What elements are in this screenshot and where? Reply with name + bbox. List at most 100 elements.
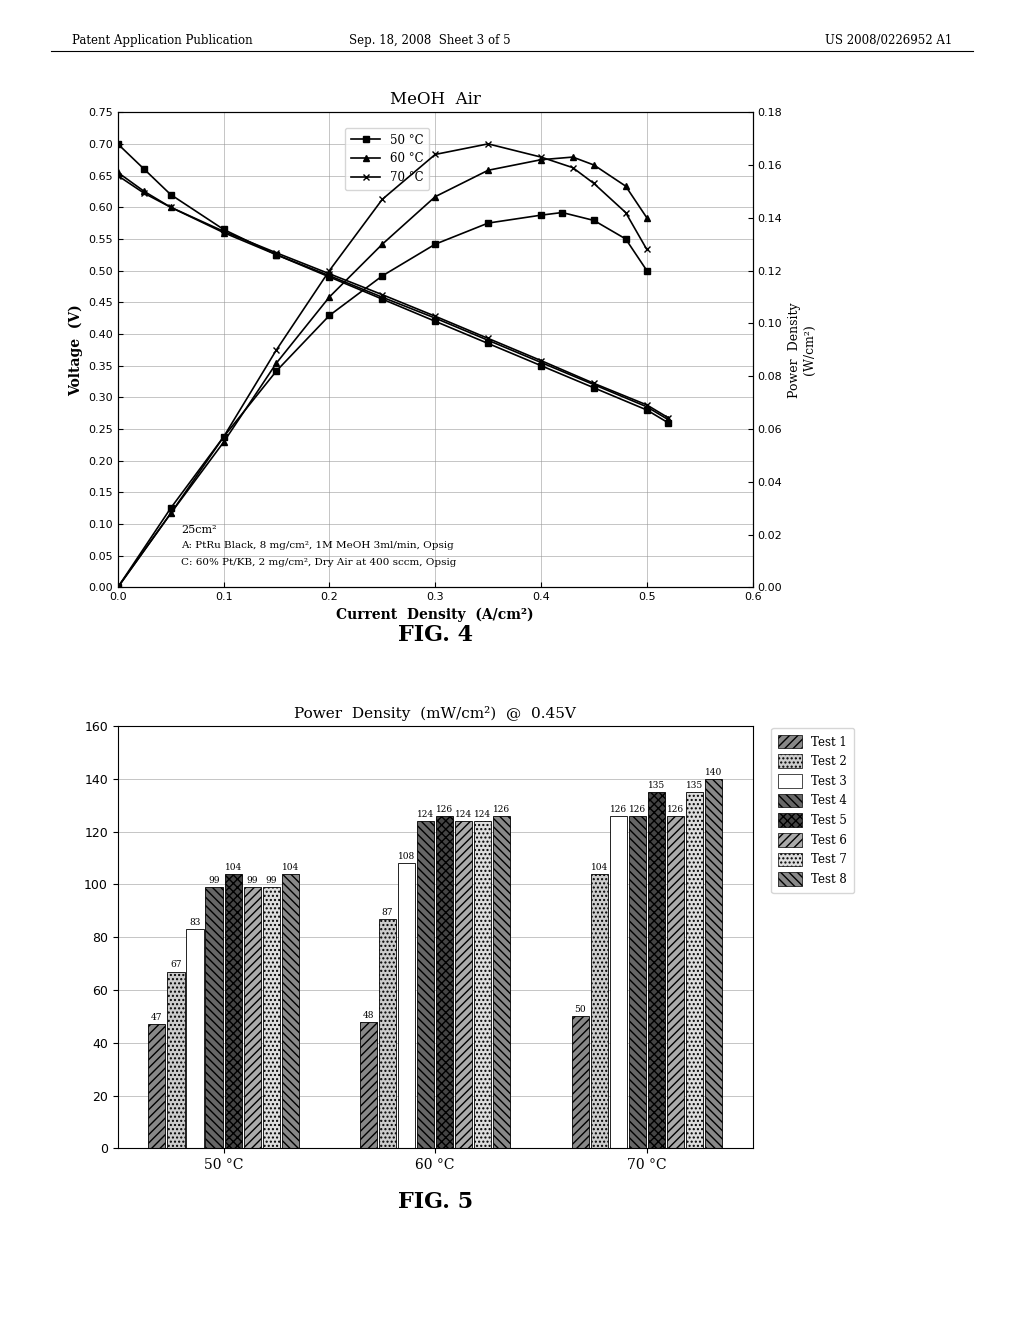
Text: 99: 99	[265, 876, 276, 884]
Text: 126: 126	[629, 805, 646, 813]
Y-axis label: Power  Density
(W/cm²): Power Density (W/cm²)	[787, 302, 816, 397]
Legend: Test 1, Test 2, Test 3, Test 4, Test 5, Test 6, Test 7, Test 8: Test 1, Test 2, Test 3, Test 4, Test 5, …	[771, 727, 854, 894]
Text: 124: 124	[417, 810, 434, 818]
Text: 135: 135	[686, 781, 703, 789]
Legend: 50 °C, 60 °C, 70 °C: 50 °C, 60 °C, 70 °C	[345, 128, 429, 190]
Text: Sep. 18, 2008  Sheet 3 of 5: Sep. 18, 2008 Sheet 3 of 5	[349, 34, 511, 48]
Bar	[494, 816, 510, 1148]
60 °C	[588, 376, 600, 392]
60 °C	[270, 247, 283, 263]
70 °C	[641, 397, 653, 413]
50 °C	[641, 403, 653, 418]
50 °C	[217, 222, 229, 238]
50 °C	[662, 414, 674, 430]
70 °C	[535, 352, 547, 368]
Text: Patent Application Publication: Patent Application Publication	[72, 34, 252, 48]
Bar	[667, 816, 684, 1148]
60 °C	[138, 183, 151, 199]
Bar	[398, 863, 415, 1148]
60 °C	[112, 165, 124, 181]
Bar	[474, 821, 492, 1148]
Text: 124: 124	[456, 810, 472, 818]
Text: 104: 104	[591, 863, 608, 871]
Bar	[379, 919, 396, 1148]
70 °C	[482, 330, 495, 346]
60 °C	[429, 310, 441, 326]
50 °C	[270, 247, 283, 263]
70 °C	[324, 265, 336, 281]
Bar	[206, 887, 222, 1148]
Text: 124: 124	[474, 810, 492, 818]
Bar	[360, 1022, 377, 1148]
50 °C	[165, 186, 177, 202]
Text: 67: 67	[170, 961, 181, 969]
Text: C: 60% Pt/KB, 2 mg/cm², Dry Air at 400 sccm, Opsig: C: 60% Pt/KB, 2 mg/cm², Dry Air at 400 s…	[181, 557, 457, 566]
Text: 126: 126	[609, 805, 627, 813]
50 °C	[482, 335, 495, 351]
60 °C	[324, 268, 336, 284]
X-axis label: Current  Density  (A/cm²): Current Density (A/cm²)	[337, 607, 534, 622]
60 °C	[662, 412, 674, 428]
70 °C	[588, 375, 600, 391]
Bar	[417, 821, 434, 1148]
Bar	[148, 1024, 166, 1148]
Bar	[609, 816, 627, 1148]
Title: MeOH  Air: MeOH Air	[390, 91, 480, 108]
Text: 126: 126	[494, 805, 510, 813]
Bar	[244, 887, 261, 1148]
Bar	[686, 792, 703, 1148]
50 °C	[588, 380, 600, 396]
60 °C	[376, 289, 388, 305]
70 °C	[662, 409, 674, 425]
Bar	[591, 874, 608, 1148]
Text: 104: 104	[282, 863, 299, 871]
Text: 126: 126	[436, 805, 454, 813]
Text: A: PtRu Black, 8 mg/cm², 1M MeOH 3ml/min, Opsig: A: PtRu Black, 8 mg/cm², 1M MeOH 3ml/min…	[181, 541, 454, 550]
Bar	[629, 816, 646, 1148]
60 °C	[165, 199, 177, 215]
Line: 70 °C: 70 °C	[115, 172, 672, 421]
60 °C	[217, 224, 229, 240]
50 °C	[429, 313, 441, 329]
70 °C	[270, 246, 283, 261]
Text: 83: 83	[189, 919, 201, 927]
Bar	[436, 816, 454, 1148]
70 °C	[112, 168, 124, 183]
70 °C	[138, 185, 151, 201]
50 °C	[112, 136, 124, 152]
Text: FIG. 4: FIG. 4	[397, 624, 473, 647]
Text: 99: 99	[247, 876, 258, 884]
Text: 108: 108	[398, 853, 416, 861]
Bar	[456, 821, 472, 1148]
70 °C	[217, 223, 229, 239]
50 °C	[324, 269, 336, 285]
Text: 48: 48	[362, 1011, 375, 1019]
Text: 99: 99	[208, 876, 220, 884]
Title: Power  Density  (mW/cm²)  @  0.45V: Power Density (mW/cm²) @ 0.45V	[294, 706, 577, 721]
Text: 87: 87	[382, 908, 393, 916]
60 °C	[641, 399, 653, 414]
70 °C	[165, 199, 177, 215]
70 °C	[429, 309, 441, 325]
Text: 50: 50	[574, 1006, 586, 1014]
Bar	[648, 792, 665, 1148]
Text: FIG. 5: FIG. 5	[397, 1191, 473, 1213]
Bar	[705, 779, 722, 1148]
Bar	[262, 887, 280, 1148]
Bar	[571, 1016, 589, 1148]
Text: 140: 140	[705, 768, 722, 776]
70 °C	[376, 286, 388, 302]
60 °C	[482, 333, 495, 348]
Bar	[186, 929, 204, 1148]
Text: 47: 47	[152, 1014, 163, 1022]
50 °C	[535, 358, 547, 374]
Text: 104: 104	[224, 863, 242, 871]
Bar	[167, 972, 184, 1148]
50 °C	[138, 161, 151, 177]
50 °C	[376, 292, 388, 308]
Bar	[224, 874, 242, 1148]
Text: 135: 135	[648, 781, 665, 789]
Text: 126: 126	[667, 805, 684, 813]
Line: 50 °C: 50 °C	[115, 141, 671, 425]
Text: 25cm²: 25cm²	[181, 525, 217, 535]
